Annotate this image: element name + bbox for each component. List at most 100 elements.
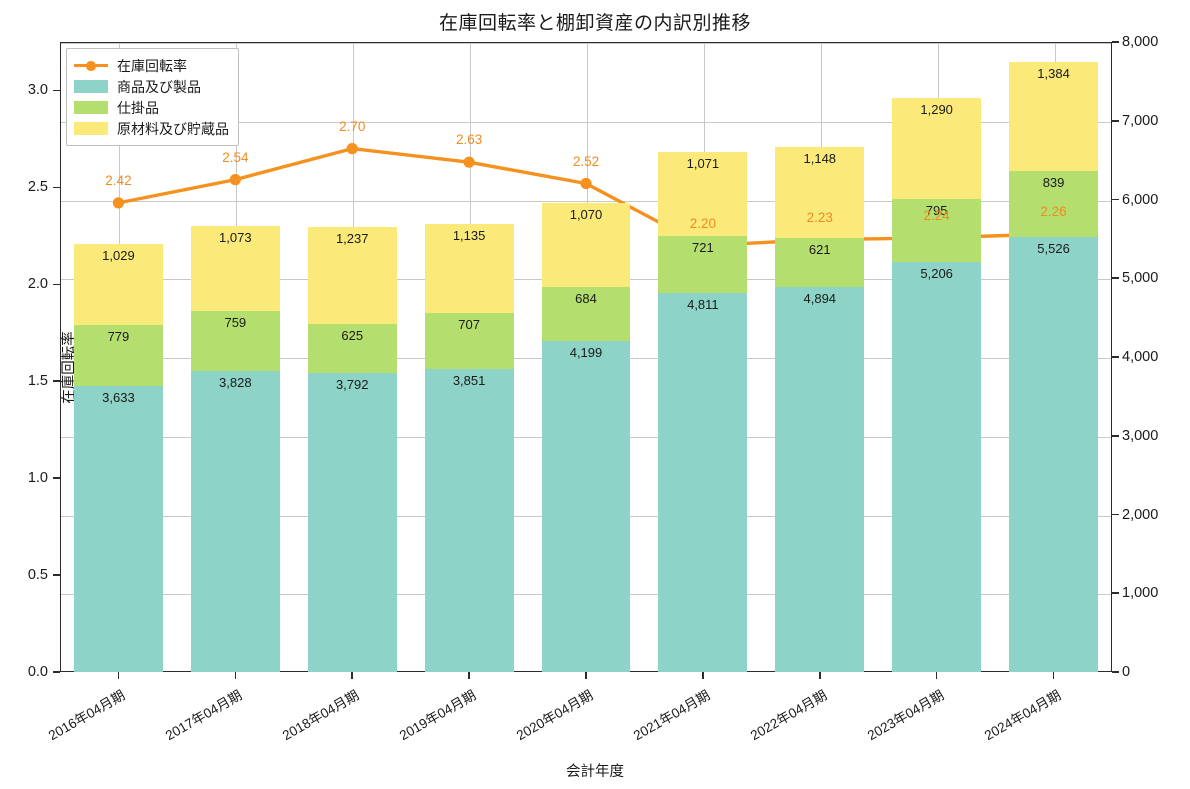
y-axis-left-tick-label: 1.0 xyxy=(27,470,48,487)
line-point-value-label: 2.63 xyxy=(455,132,483,148)
legend-item-label: 在庫回転率 xyxy=(117,57,187,74)
bar-segment-value-label: 1,071 xyxy=(686,156,720,171)
y-axis-right-tick-mark xyxy=(1112,198,1119,201)
legend-item[interactable]: 仕掛品 xyxy=(74,97,229,118)
bar-segment[interactable] xyxy=(775,237,865,287)
y-axis-right-tick-label: 4,000 xyxy=(1122,349,1159,365)
bar-segment[interactable] xyxy=(1009,236,1098,672)
bar-segment[interactable] xyxy=(775,286,865,672)
bar-segment[interactable] xyxy=(424,368,514,672)
bar-segment[interactable] xyxy=(775,147,865,238)
y-axis-right-tick-label: 2,000 xyxy=(1122,506,1159,523)
legend-item-label: 原材料及び貯蔵品 xyxy=(117,120,229,137)
bar-segment-value-label: 1,135 xyxy=(452,227,486,243)
bar-segment-value-label: 1,148 xyxy=(803,151,837,167)
x-axis-tick-mark xyxy=(702,672,704,679)
bar-segment-value-label: 3,851 xyxy=(452,372,486,388)
bar-segment-value-label: 1,073 xyxy=(219,230,252,246)
legend-item[interactable]: 商品及び製品 xyxy=(74,76,229,97)
bar-group[interactable]: 3,633 779 1,029 xyxy=(74,0,163,789)
bar-group[interactable]: 4,894 621 1,148 xyxy=(775,0,865,789)
bar-segment[interactable] xyxy=(541,341,631,672)
bar-segment-value-label: 5,206 xyxy=(920,266,953,282)
bar-group[interactable]: 5,206 795 1,290 xyxy=(892,0,982,789)
y-axis-right-tick-label: 7,000 xyxy=(1122,112,1159,129)
line-point-value-label: 2.54 xyxy=(222,149,249,165)
bar-group[interactable]: 4,811 721 1,071 xyxy=(658,0,748,789)
bar-segment[interactable] xyxy=(658,236,748,294)
y-axis-right-tick-mark xyxy=(1112,119,1119,122)
y-axis-left-tick-label: 2.5 xyxy=(27,179,48,196)
bar-group[interactable]: 5,526 839 1,384 xyxy=(1009,0,1098,789)
bar-segment[interactable] xyxy=(307,324,397,374)
bar-segment-value-label: 4,811 xyxy=(687,297,719,313)
legend-item[interactable]: 原材料及び貯蔵品 xyxy=(74,118,229,139)
y-axis-right-tick-label: 3,000 xyxy=(1122,427,1159,444)
bar-segment[interactable] xyxy=(424,223,514,314)
legend-color-swatch xyxy=(74,101,108,114)
bar-group[interactable]: 3,792 625 1,237 xyxy=(307,0,397,789)
bar-segment-value-label: 779 xyxy=(107,328,130,344)
bar-segment-value-label: 1,070 xyxy=(569,207,603,223)
legend-line-marker-icon xyxy=(74,59,108,72)
bar-segment-value-label: 5,526 xyxy=(1037,240,1070,256)
line-point-value-label: 2.20 xyxy=(689,215,717,231)
y-axis-right-tick-mark xyxy=(1112,434,1119,437)
bar-segment[interactable] xyxy=(74,243,163,325)
line-point-value-label: 2.24 xyxy=(923,207,950,223)
bar-segment[interactable] xyxy=(1009,61,1098,171)
bar-segment[interactable] xyxy=(541,203,631,288)
bar-segment-value-label: 707 xyxy=(458,317,480,333)
y-axis-left-tick-mark xyxy=(53,186,60,189)
bar-group[interactable]: 4,199 684 1,070 xyxy=(541,0,631,789)
legend-item[interactable]: 在庫回転率 xyxy=(74,55,229,76)
bar-segment[interactable] xyxy=(190,370,280,672)
y-axis-left-tick-mark xyxy=(53,671,60,673)
x-axis-tick-mark xyxy=(935,672,938,679)
x-axis-tick-mark xyxy=(818,672,821,679)
bar-segment-value-label: 1,237 xyxy=(335,230,369,246)
line-point-value-label: 2.52 xyxy=(572,153,600,169)
bar-segment[interactable] xyxy=(658,293,748,672)
x-axis-tick-mark xyxy=(468,672,470,679)
bar-segment-value-label: 4,199 xyxy=(569,345,603,361)
y-axis-right-tick-label: 1,000 xyxy=(1122,585,1159,602)
bar-segment[interactable] xyxy=(892,262,982,672)
bar-segment[interactable] xyxy=(892,199,982,262)
x-axis-tick-mark xyxy=(351,672,354,679)
bar-segment-value-label: 795 xyxy=(925,203,948,219)
y-axis-right-tick-mark xyxy=(1112,41,1119,43)
y-axis-left-tick-mark xyxy=(53,89,60,92)
bar-segment[interactable] xyxy=(74,385,163,672)
bar-segment[interactable] xyxy=(1009,170,1098,237)
gridline-horizontal xyxy=(61,121,1111,123)
bar-segment-value-label: 625 xyxy=(341,328,364,344)
y-axis-left-tick-mark xyxy=(53,283,60,286)
bar-segment[interactable] xyxy=(190,226,280,311)
bar-segment[interactable] xyxy=(307,373,397,672)
bar-group[interactable]: 3,828 759 1,073 xyxy=(190,0,280,789)
bar-segment-value-label: 3,792 xyxy=(335,377,369,393)
legend-item-label: 商品及び製品 xyxy=(117,78,201,95)
y-axis-left-tick-label: 0.0 xyxy=(27,664,48,680)
y-axis-right-tick-mark xyxy=(1112,277,1119,280)
chart-title: 在庫回転率と棚卸資産の内訳別推移 xyxy=(438,13,751,34)
y-axis-left-tick-label: 3.0 xyxy=(27,82,48,99)
bar-group[interactable]: 3,851 707 1,135 xyxy=(424,0,514,789)
bar-segment[interactable] xyxy=(424,313,514,369)
bar-segment[interactable] xyxy=(658,152,748,237)
y-axis-right-tick-label: 5,000 xyxy=(1122,270,1159,287)
bar-segment[interactable] xyxy=(307,226,397,325)
chart-legend: 在庫回転率商品及び製品仕掛品原材料及び貯蔵品 xyxy=(66,48,239,146)
bar-segment[interactable] xyxy=(892,97,982,200)
x-axis-label: 会計年度 xyxy=(566,764,624,780)
bar-segment[interactable] xyxy=(190,310,280,371)
bar-segment-value-label: 721 xyxy=(692,240,714,256)
line-point-value-label: 2.26 xyxy=(1040,203,1067,219)
line-point-value-label: 2.70 xyxy=(339,118,366,134)
y-axis-left-tick-label: 0.5 xyxy=(27,567,48,584)
bar-segment[interactable] xyxy=(74,324,163,386)
bar-segment-value-label: 3,828 xyxy=(219,374,252,390)
bar-segment[interactable] xyxy=(541,287,631,342)
bar-segment-value-label: 3,633 xyxy=(102,389,135,405)
